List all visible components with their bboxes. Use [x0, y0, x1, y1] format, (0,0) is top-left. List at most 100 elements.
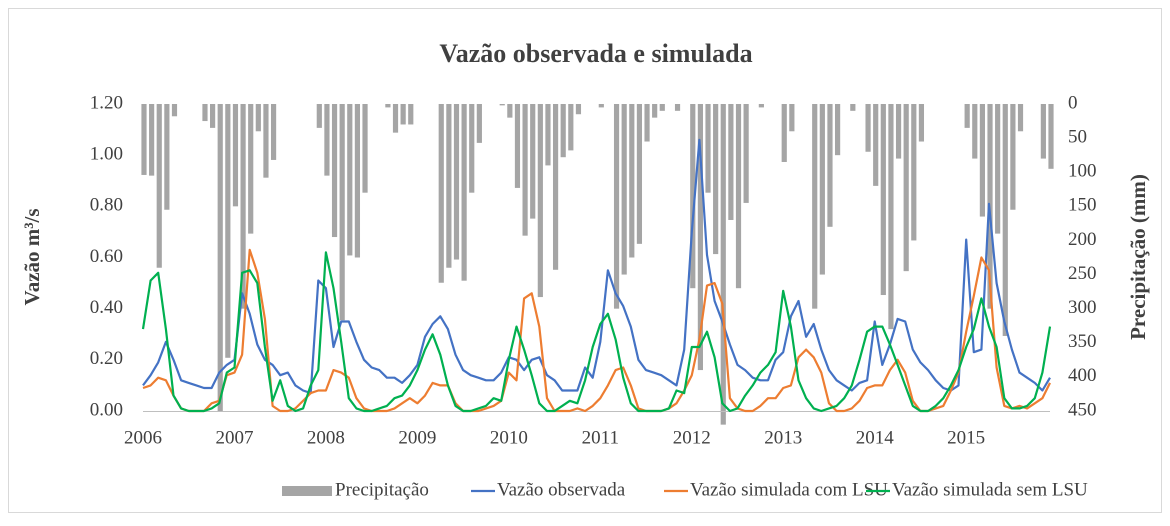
- precip-bar: [507, 104, 513, 118]
- precip-bar: [972, 104, 978, 159]
- y2-tick-label: 300: [1068, 297, 1097, 318]
- precip-bar: [812, 104, 818, 309]
- precip-bar: [636, 104, 643, 244]
- precip-bar: [865, 104, 871, 152]
- y-tick-label: 1.00: [90, 144, 123, 165]
- y2-tick-label: 0: [1068, 92, 1078, 113]
- x-tick-label: 2012: [673, 427, 711, 448]
- precip-bar: [552, 104, 559, 270]
- x-tick-label: 2015: [947, 427, 985, 448]
- precip-bar: [263, 104, 269, 178]
- y-tick-label: 0.60: [90, 246, 123, 267]
- legend-label: Precipitação: [335, 479, 429, 500]
- precip-bar: [659, 104, 665, 111]
- precip-bar: [537, 104, 543, 298]
- y-tick-label: 0.80: [90, 195, 123, 216]
- precip-bar: [568, 104, 574, 151]
- precip-bar: [735, 104, 742, 289]
- y2-tick-label: 350: [1068, 331, 1097, 352]
- precip-bar: [560, 104, 566, 158]
- y2-tick-label: 450: [1068, 399, 1097, 420]
- precip-bar: [720, 104, 726, 425]
- precip-bar: [705, 104, 711, 193]
- precip-bar: [362, 104, 368, 193]
- precip-bar: [408, 104, 414, 125]
- precip-bar: [270, 104, 277, 160]
- precip-bar: [240, 104, 246, 309]
- precip-bar: [652, 104, 658, 118]
- precip-bar: [895, 104, 902, 159]
- precip-bar: [499, 104, 505, 106]
- x-tick-label: 2013: [764, 427, 802, 448]
- precip-bar: [514, 104, 521, 188]
- precip-bar: [873, 104, 879, 186]
- y-axis-label: Vazão m³/s: [20, 208, 44, 305]
- precip-bar: [202, 104, 208, 122]
- precip-bar: [690, 104, 696, 289]
- precip-bar: [613, 104, 620, 309]
- precip-bar: [400, 104, 406, 125]
- y2-tick-label: 250: [1068, 263, 1097, 284]
- x-tick-label: 2011: [582, 427, 619, 448]
- precip-bar: [316, 104, 322, 128]
- precip-bar: [1002, 104, 1008, 336]
- precip-bar: [911, 104, 917, 241]
- precip-bar: [629, 104, 635, 258]
- precip-bar: [347, 104, 353, 256]
- precip-bar: [1048, 104, 1054, 169]
- precip-bar: [255, 104, 261, 132]
- precip-bar: [1010, 104, 1016, 210]
- x-tick-label: 2008: [307, 427, 345, 448]
- precip-bar: [758, 104, 764, 108]
- precip-bar: [598, 104, 604, 108]
- precip-bar: [1017, 104, 1024, 132]
- precip-bar: [522, 104, 528, 236]
- precip-bar: [392, 104, 399, 133]
- y2-tick-label: 50: [1068, 126, 1087, 147]
- precip-bar: [331, 104, 338, 238]
- precip-bar: [476, 104, 482, 143]
- precip-bar: [575, 104, 582, 115]
- precip-bar: [324, 104, 330, 176]
- y-tick-label: 0.20: [90, 348, 123, 369]
- precip-bar: [850, 104, 856, 111]
- precip-bar: [164, 104, 170, 210]
- chart-frame: [8, 8, 1162, 513]
- precip-bar: [438, 104, 444, 283]
- precip-bar: [1040, 104, 1046, 159]
- precip-bar: [210, 104, 216, 128]
- flow-line: [142, 138, 1051, 395]
- precip-bar: [880, 104, 886, 296]
- precip-bar: [644, 104, 650, 142]
- precip-bar: [918, 104, 925, 142]
- precip-bar: [530, 104, 536, 219]
- y-tick-label: 1.20: [90, 92, 123, 113]
- precip-bar: [789, 104, 795, 132]
- precip-bar: [446, 104, 452, 268]
- precip-bar: [903, 104, 909, 272]
- legend-label: Vazão simulada sem LSU: [892, 479, 1088, 500]
- x-tick-label: 2010: [490, 427, 528, 448]
- precip-bar: [149, 104, 155, 176]
- legend-label: Vazão simulada com LSU: [690, 479, 888, 500]
- precip-bar: [781, 104, 787, 162]
- y2-axis-label: Precipitação (mm): [1126, 174, 1150, 340]
- x-tick-label: 2014: [856, 427, 895, 448]
- precip-bar: [834, 104, 841, 156]
- precip-bar: [248, 104, 254, 234]
- precip-bar: [217, 104, 223, 411]
- precip-bar: [232, 104, 239, 207]
- y-tick-label: 0.00: [90, 399, 123, 420]
- precip-bar: [141, 104, 147, 175]
- precip-bar: [713, 104, 719, 255]
- precip-bar: [888, 104, 894, 330]
- y-tick-label: 0.40: [90, 297, 123, 318]
- precip-bar: [621, 104, 627, 275]
- x-tick-label: 2009: [398, 427, 436, 448]
- precip-bar: [385, 104, 391, 108]
- y2-tick-label: 150: [1068, 195, 1097, 216]
- precip-bar: [354, 104, 361, 258]
- precip-bar: [156, 104, 162, 268]
